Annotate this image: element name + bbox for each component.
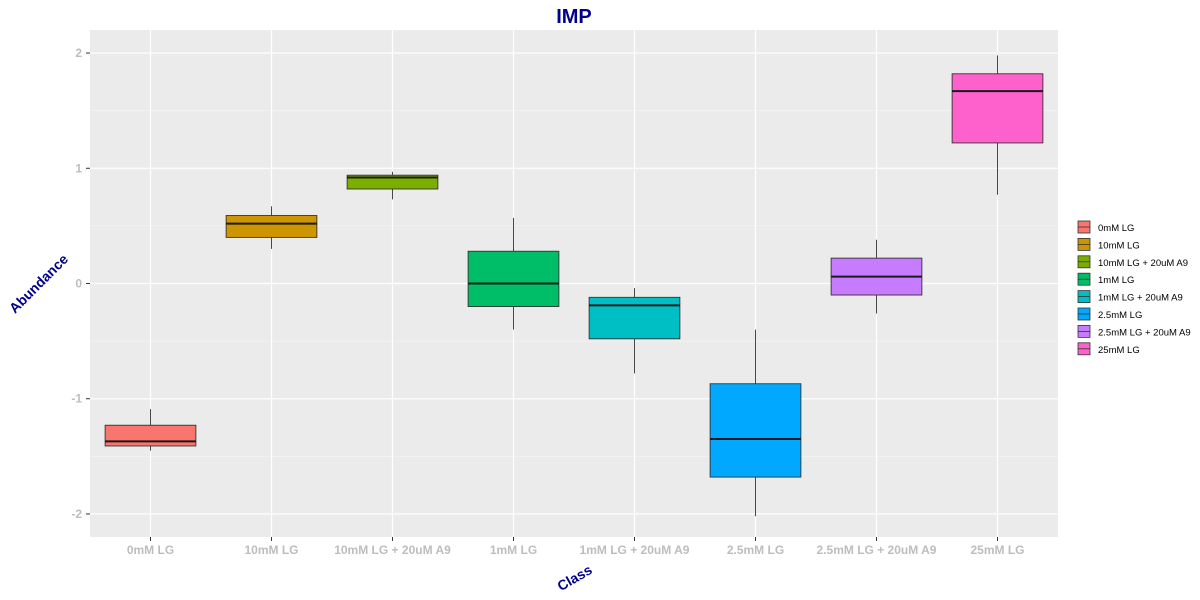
legend-label: 25mM LG (1098, 345, 1140, 356)
x-tick-label: 10mM LG + 20uM A9 (334, 543, 451, 557)
y-tick-label: 1 (75, 161, 82, 175)
y-tick-label: -1 (71, 392, 82, 406)
legend: 0mM LG 10mM LG 10mM LG + 20uM A9 1mM LG 1mM … (1077, 220, 1191, 356)
x-tick-label: 2.5mM LG (727, 543, 784, 557)
boxes (104, 55, 1044, 517)
x-axis-label: Class (554, 561, 595, 594)
box (104, 424, 197, 447)
legend-label: 1mM LG + 20uM A9 (1098, 293, 1183, 304)
chart-title: IMP (556, 6, 592, 28)
box (467, 250, 560, 307)
x-tick-label: 25mM LG (970, 543, 1024, 557)
x-tick-label: 1mM LG (490, 543, 537, 557)
legend-label: 1mM LG (1098, 275, 1134, 286)
x-tick-label: 0mM LG (127, 543, 174, 557)
y-tick-label: 2 (75, 46, 82, 60)
legend-label: 2.5mM LG (1098, 310, 1142, 321)
y-axis-label: Abundance (6, 251, 71, 316)
box (588, 296, 681, 340)
x-tick-label: 10mM LG (244, 543, 298, 557)
box (951, 73, 1044, 144)
axes: -2 -1 0 1 2 0mM LG 10mM LG 10mM LG + 20uM A9 1mM… (71, 46, 1024, 557)
legend-label: 10mM LG (1098, 240, 1140, 251)
box (709, 383, 802, 478)
legend-label: 0mM LG (1098, 223, 1134, 234)
y-tick-label: -2 (71, 507, 82, 521)
box (346, 174, 439, 190)
legend-label: 10mM LG + 20uM A9 (1098, 258, 1188, 269)
legend-label: 2.5mM LG + 20uM A9 (1098, 327, 1191, 338)
box (225, 215, 318, 238)
x-tick-label: 1mM LG + 20uM A9 (580, 543, 690, 557)
y-tick-label: 0 (75, 277, 82, 291)
x-tick-label: 2.5mM LG + 20uM A9 (817, 543, 937, 557)
